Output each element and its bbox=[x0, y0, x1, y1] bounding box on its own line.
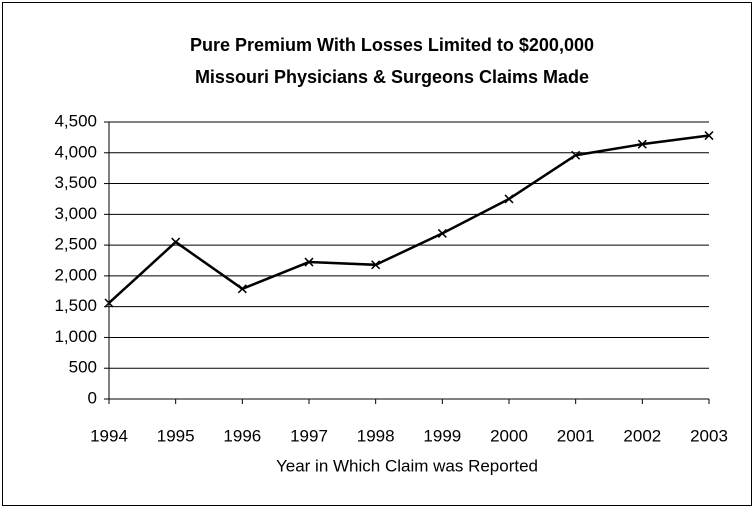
y-tick-label: 500 bbox=[69, 358, 97, 377]
series-line bbox=[108, 134, 710, 304]
x-tick-label: 1994 bbox=[90, 426, 128, 445]
data-marker bbox=[704, 131, 714, 141]
y-tick-label: 2,500 bbox=[54, 235, 97, 254]
x-axis-title: Year in Which Claim was Reported bbox=[276, 456, 538, 475]
data-marker bbox=[571, 150, 581, 160]
data-marker bbox=[304, 257, 314, 267]
x-tick-label: 1999 bbox=[423, 426, 461, 445]
data-marker bbox=[104, 298, 114, 308]
x-tick-label: 1995 bbox=[157, 426, 195, 445]
x-tick-label: 1996 bbox=[223, 426, 261, 445]
chart-subtitle: Missouri Physicians & Surgeons Claims Ma… bbox=[195, 67, 589, 87]
x-tick-label: 2002 bbox=[623, 426, 661, 445]
data-marker bbox=[371, 260, 381, 270]
x-tick-label: 1998 bbox=[357, 426, 395, 445]
y-tick-label: 0 bbox=[88, 388, 97, 407]
x-tick-label: 2000 bbox=[490, 426, 528, 445]
y-tick-label: 1,500 bbox=[54, 296, 97, 315]
data-marker bbox=[237, 284, 247, 294]
data-marker bbox=[437, 228, 447, 238]
data-marker bbox=[637, 139, 647, 149]
chart-title: Pure Premium With Losses Limited to $200… bbox=[190, 35, 594, 55]
x-tick-label: 1997 bbox=[290, 426, 328, 445]
x-tick-label: 2003 bbox=[690, 426, 728, 445]
y-tick-label: 4,500 bbox=[54, 111, 97, 130]
y-tick-label: 2,000 bbox=[54, 265, 97, 284]
data-marker bbox=[504, 194, 514, 204]
x-tick-label: 2001 bbox=[557, 426, 595, 445]
y-tick-label: 1,000 bbox=[54, 327, 97, 346]
data-marker bbox=[171, 237, 181, 247]
y-tick-label: 3,000 bbox=[54, 204, 97, 223]
y-tick-label: 3,500 bbox=[54, 173, 97, 192]
y-tick-label: 4,000 bbox=[54, 142, 97, 161]
